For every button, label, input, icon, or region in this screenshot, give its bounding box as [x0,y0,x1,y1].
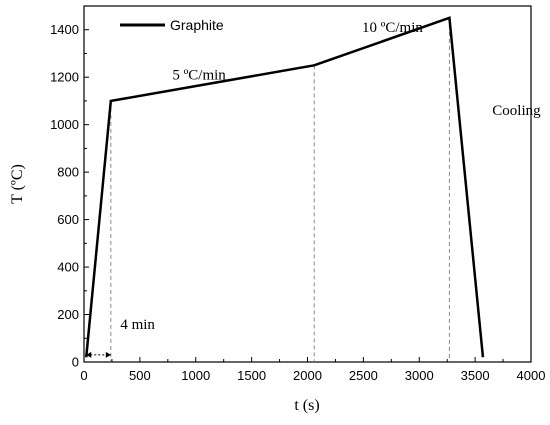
plot-area-frame [83,5,532,363]
x-tick-label: 1500 [237,368,266,383]
y-tick-label: 0 [72,355,79,370]
y-axis: 0 200 400 600 800 1000 1200 1400 [50,22,89,370]
duration-arrowhead-left [86,351,92,358]
annotation-label: 10 ºC/min [362,20,423,36]
series-layer [84,16,485,358]
y-tick-label: 1400 [50,22,79,37]
y-tick-label: 200 [57,307,79,322]
legend: Graphite [120,17,224,33]
annotation-label: 4 min [120,317,155,333]
x-tick-label: 3000 [405,368,434,383]
x-axis-title: t (s) [294,397,319,414]
annotation-label: 5 ºC/min [172,68,226,84]
y-axis-title: T (ºC) [9,164,26,204]
y-tick-label: 1200 [50,70,79,85]
x-tick-label: 3500 [461,368,490,383]
y-tick-label: 800 [57,165,79,180]
y-tick-label: 1000 [50,117,79,132]
reference-lines [110,17,450,362]
x-tick-label: 1000 [181,368,210,383]
y-tick-label: 400 [57,260,79,275]
x-tick-label: 4000 [517,368,546,383]
duration-arrowhead-right [105,351,111,358]
annotation-layer: 5 ºC/min 10 ºC/min Cooling 4 min [86,20,541,358]
y-tick-label: 600 [57,212,79,227]
series-line [84,16,485,358]
x-tick-label: 2000 [293,368,322,383]
x-axis: 0 500 1000 1500 2000 2500 3000 3500 4000 [80,357,545,383]
x-tick-label: 2500 [349,368,378,383]
annotation-label: Cooling [492,103,541,119]
x-tick-label: 500 [129,368,151,383]
legend-label: Graphite [170,17,224,33]
x-tick-label: 0 [80,368,87,383]
